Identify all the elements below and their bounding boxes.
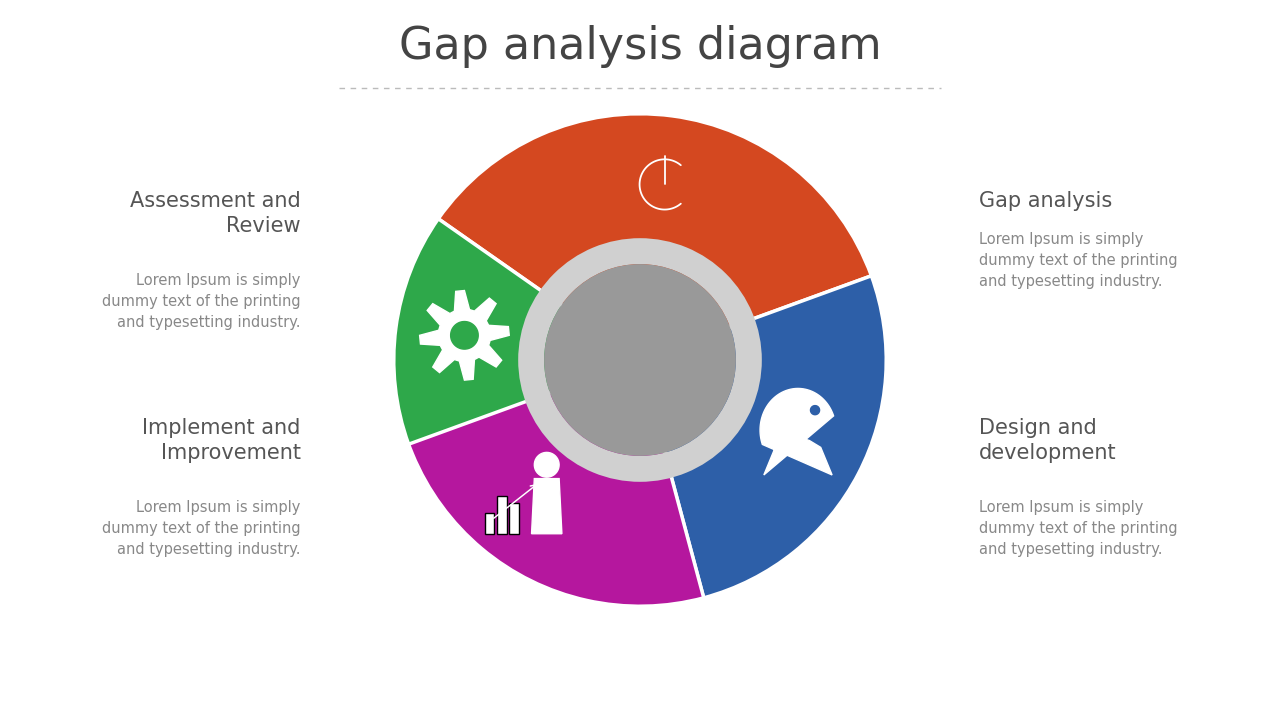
Text: Lorem Ipsum is simply
dummy text of the printing
and typesetting industry.: Lorem Ipsum is simply dummy text of the … <box>979 500 1178 557</box>
FancyBboxPatch shape <box>509 503 520 534</box>
FancyBboxPatch shape <box>497 496 507 534</box>
Text: Lorem Ipsum is simply
dummy text of the printing
and typesetting industry.: Lorem Ipsum is simply dummy text of the … <box>979 232 1178 289</box>
Text: Implement and
Improvement: Implement and Improvement <box>142 418 301 463</box>
Polygon shape <box>420 290 509 380</box>
Text: Gap analysis: Gap analysis <box>979 191 1112 211</box>
Polygon shape <box>534 452 559 477</box>
Polygon shape <box>760 388 833 475</box>
Text: Assessment and
Review: Assessment and Review <box>131 191 301 236</box>
Wedge shape <box>394 338 704 606</box>
Polygon shape <box>810 405 819 415</box>
Wedge shape <box>394 219 640 444</box>
Polygon shape <box>531 479 562 534</box>
Circle shape <box>544 264 736 456</box>
Polygon shape <box>451 322 479 349</box>
Text: Lorem Ipsum is simply
dummy text of the printing
and typesetting industry.: Lorem Ipsum is simply dummy text of the … <box>102 500 301 557</box>
Wedge shape <box>640 276 886 598</box>
Polygon shape <box>801 397 828 423</box>
Text: Design and
development: Design and development <box>979 418 1117 463</box>
FancyBboxPatch shape <box>485 513 494 534</box>
Wedge shape <box>438 114 872 360</box>
Wedge shape <box>518 238 762 482</box>
Text: Gap analysis diagram: Gap analysis diagram <box>398 25 882 68</box>
Text: Lorem Ipsum is simply
dummy text of the printing
and typesetting industry.: Lorem Ipsum is simply dummy text of the … <box>102 273 301 330</box>
